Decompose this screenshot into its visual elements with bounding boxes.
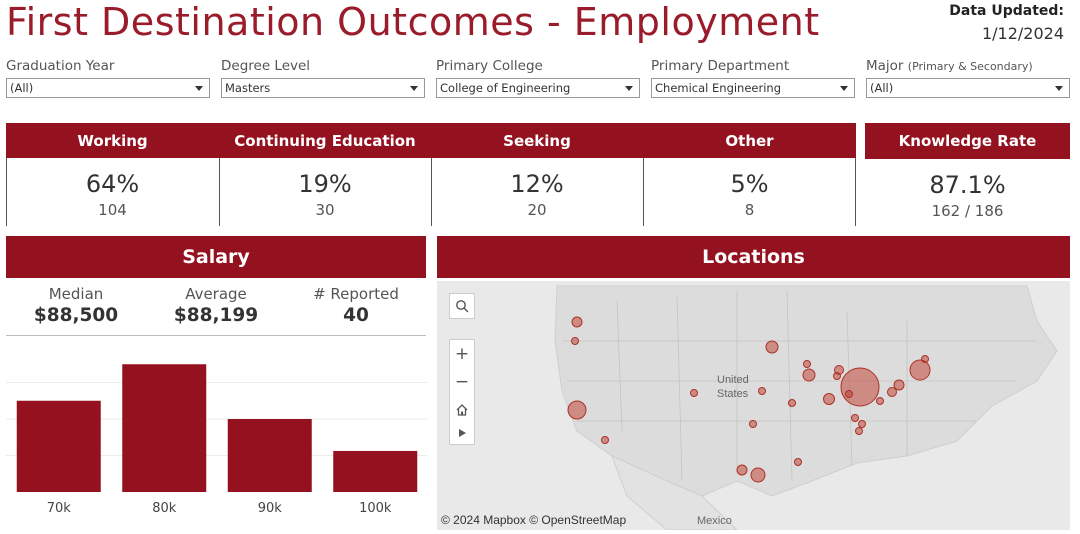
page-title: First Destination Outcomes - Employment bbox=[6, 0, 820, 44]
salary-reported: # Reported 40 bbox=[286, 285, 426, 326]
degree-level-dropdown[interactable]: Masters bbox=[221, 78, 425, 98]
kpi-percent: 12% bbox=[510, 170, 564, 198]
kpi-count: 162 / 186 bbox=[931, 202, 1004, 220]
dropdown-value: Chemical Engineering bbox=[655, 81, 782, 95]
kpi-label: Knowledge Rate bbox=[865, 123, 1070, 159]
filter-label: Degree Level bbox=[221, 58, 311, 74]
kpi-divider bbox=[431, 158, 432, 226]
locations-header: Locations bbox=[437, 236, 1070, 278]
salary-histogram: 70k 80k 90k 100k bbox=[6, 364, 428, 516]
zoom-out-button[interactable]: − bbox=[454, 372, 470, 393]
primary-department-dropdown[interactable]: Chemical Engineering bbox=[651, 78, 855, 98]
primary-college-dropdown[interactable]: College of Engineering bbox=[436, 78, 640, 98]
stat-label: # Reported bbox=[313, 285, 399, 303]
filter-primary-department: Primary Department Chemical Engineering bbox=[651, 58, 855, 98]
dropdown-value: College of Engineering bbox=[440, 81, 571, 95]
filter-major: Major (Primary & Secondary) (All) bbox=[866, 58, 1070, 98]
location-markers bbox=[567, 316, 931, 483]
kpi-other[interactable]: Other 5% 8 bbox=[643, 123, 856, 227]
salary-median: Median $88,500 bbox=[6, 285, 146, 326]
home-icon[interactable] bbox=[455, 403, 469, 417]
stat-label: Median bbox=[48, 285, 104, 303]
x-tick-label: 90k bbox=[258, 501, 283, 516]
kpi-divider bbox=[643, 158, 644, 226]
data-updated-label: Data Updated: bbox=[949, 3, 1064, 19]
graduation-year-dropdown[interactable]: (All) bbox=[6, 78, 210, 98]
salary-header: Salary bbox=[6, 236, 426, 278]
chevron-down-icon bbox=[625, 86, 633, 91]
kpi-count: 8 bbox=[744, 201, 755, 219]
kpi-percent: 64% bbox=[85, 170, 140, 198]
map-credit: © 2024 Mapbox © OpenStreetMap bbox=[441, 513, 627, 527]
salary-bar-100k[interactable] bbox=[333, 450, 418, 492]
kpi-count: 104 bbox=[98, 201, 127, 219]
stat-label: Average bbox=[185, 285, 247, 303]
salary-bar-80k[interactable] bbox=[122, 364, 207, 492]
salary-bar-90k[interactable] bbox=[227, 419, 312, 492]
us-landmass bbox=[554, 285, 1058, 497]
stats-divider bbox=[6, 335, 426, 336]
filter-label: Graduation Year bbox=[6, 58, 115, 74]
map-label-states: States bbox=[717, 388, 749, 400]
zoom-in-button[interactable]: + bbox=[454, 343, 470, 364]
kpi-count: 20 bbox=[527, 201, 547, 219]
stat-value: $88,500 bbox=[33, 305, 119, 326]
x-tick-label: 80k bbox=[152, 501, 177, 516]
kpi-divider bbox=[855, 158, 856, 226]
kpi-percent: 87.1% bbox=[929, 171, 1006, 199]
kpi-percent: 19% bbox=[298, 170, 352, 198]
x-tick-label: 100k bbox=[359, 501, 392, 516]
chevron-down-icon bbox=[410, 86, 418, 91]
chevron-down-icon bbox=[840, 86, 848, 91]
kpi-count: 30 bbox=[315, 201, 335, 219]
dropdown-value: (All) bbox=[10, 81, 34, 95]
search-icon bbox=[456, 300, 469, 313]
map-search-button[interactable] bbox=[449, 293, 475, 319]
salary-average: Average $88,199 bbox=[146, 285, 286, 326]
filter-label: Primary Department bbox=[651, 58, 790, 74]
play-icon[interactable] bbox=[457, 428, 467, 438]
kpi-label: Other bbox=[643, 123, 856, 158]
kpi-seeking[interactable]: Seeking 12% 20 bbox=[431, 123, 643, 227]
map-canvas bbox=[437, 281, 1070, 530]
chevron-down-icon bbox=[195, 86, 203, 91]
stat-value: $88,199 bbox=[173, 305, 259, 326]
kpi-label: Seeking bbox=[431, 123, 643, 158]
map-label-mexico: Mexico bbox=[697, 515, 732, 527]
filter-graduation-year: Graduation Year (All) bbox=[6, 58, 210, 98]
filter-degree-level: Degree Level Masters bbox=[221, 58, 425, 98]
dropdown-value: (All) bbox=[870, 81, 894, 95]
chevron-down-icon bbox=[1055, 86, 1063, 91]
locations-map[interactable]: United States Mexico + − © 2024 Mapbox ©… bbox=[437, 281, 1070, 530]
kpi-divider bbox=[219, 158, 220, 226]
map-label-united: United bbox=[717, 374, 749, 386]
kpi-knowledge-rate[interactable]: Knowledge Rate 87.1% 162 / 186 bbox=[865, 123, 1070, 227]
mexico-landmass bbox=[611, 455, 738, 530]
state-borders bbox=[562, 290, 1037, 482]
kpi-label: Continuing Education bbox=[219, 123, 431, 158]
kpi-percent: 5% bbox=[730, 170, 769, 198]
salary-bar-70k[interactable] bbox=[16, 400, 101, 492]
filter-label: Major (Primary & Secondary) bbox=[866, 58, 1033, 74]
filter-primary-college: Primary College College of Engineering bbox=[436, 58, 640, 98]
filter-label: Primary College bbox=[436, 58, 543, 74]
kpi-label: Working bbox=[6, 123, 219, 158]
kpi-continuing-education[interactable]: Continuing Education 19% 30 bbox=[219, 123, 431, 227]
dropdown-value: Masters bbox=[225, 81, 271, 95]
stat-value: 40 bbox=[343, 305, 369, 326]
major-dropdown[interactable]: (All) bbox=[866, 78, 1070, 98]
kpi-divider bbox=[6, 158, 7, 226]
map-controls: + − bbox=[449, 339, 475, 445]
x-tick-label: 70k bbox=[47, 501, 72, 516]
data-updated-date: 1/12/2024 bbox=[981, 24, 1064, 43]
kpi-working[interactable]: Working 64% 104 bbox=[6, 123, 219, 227]
